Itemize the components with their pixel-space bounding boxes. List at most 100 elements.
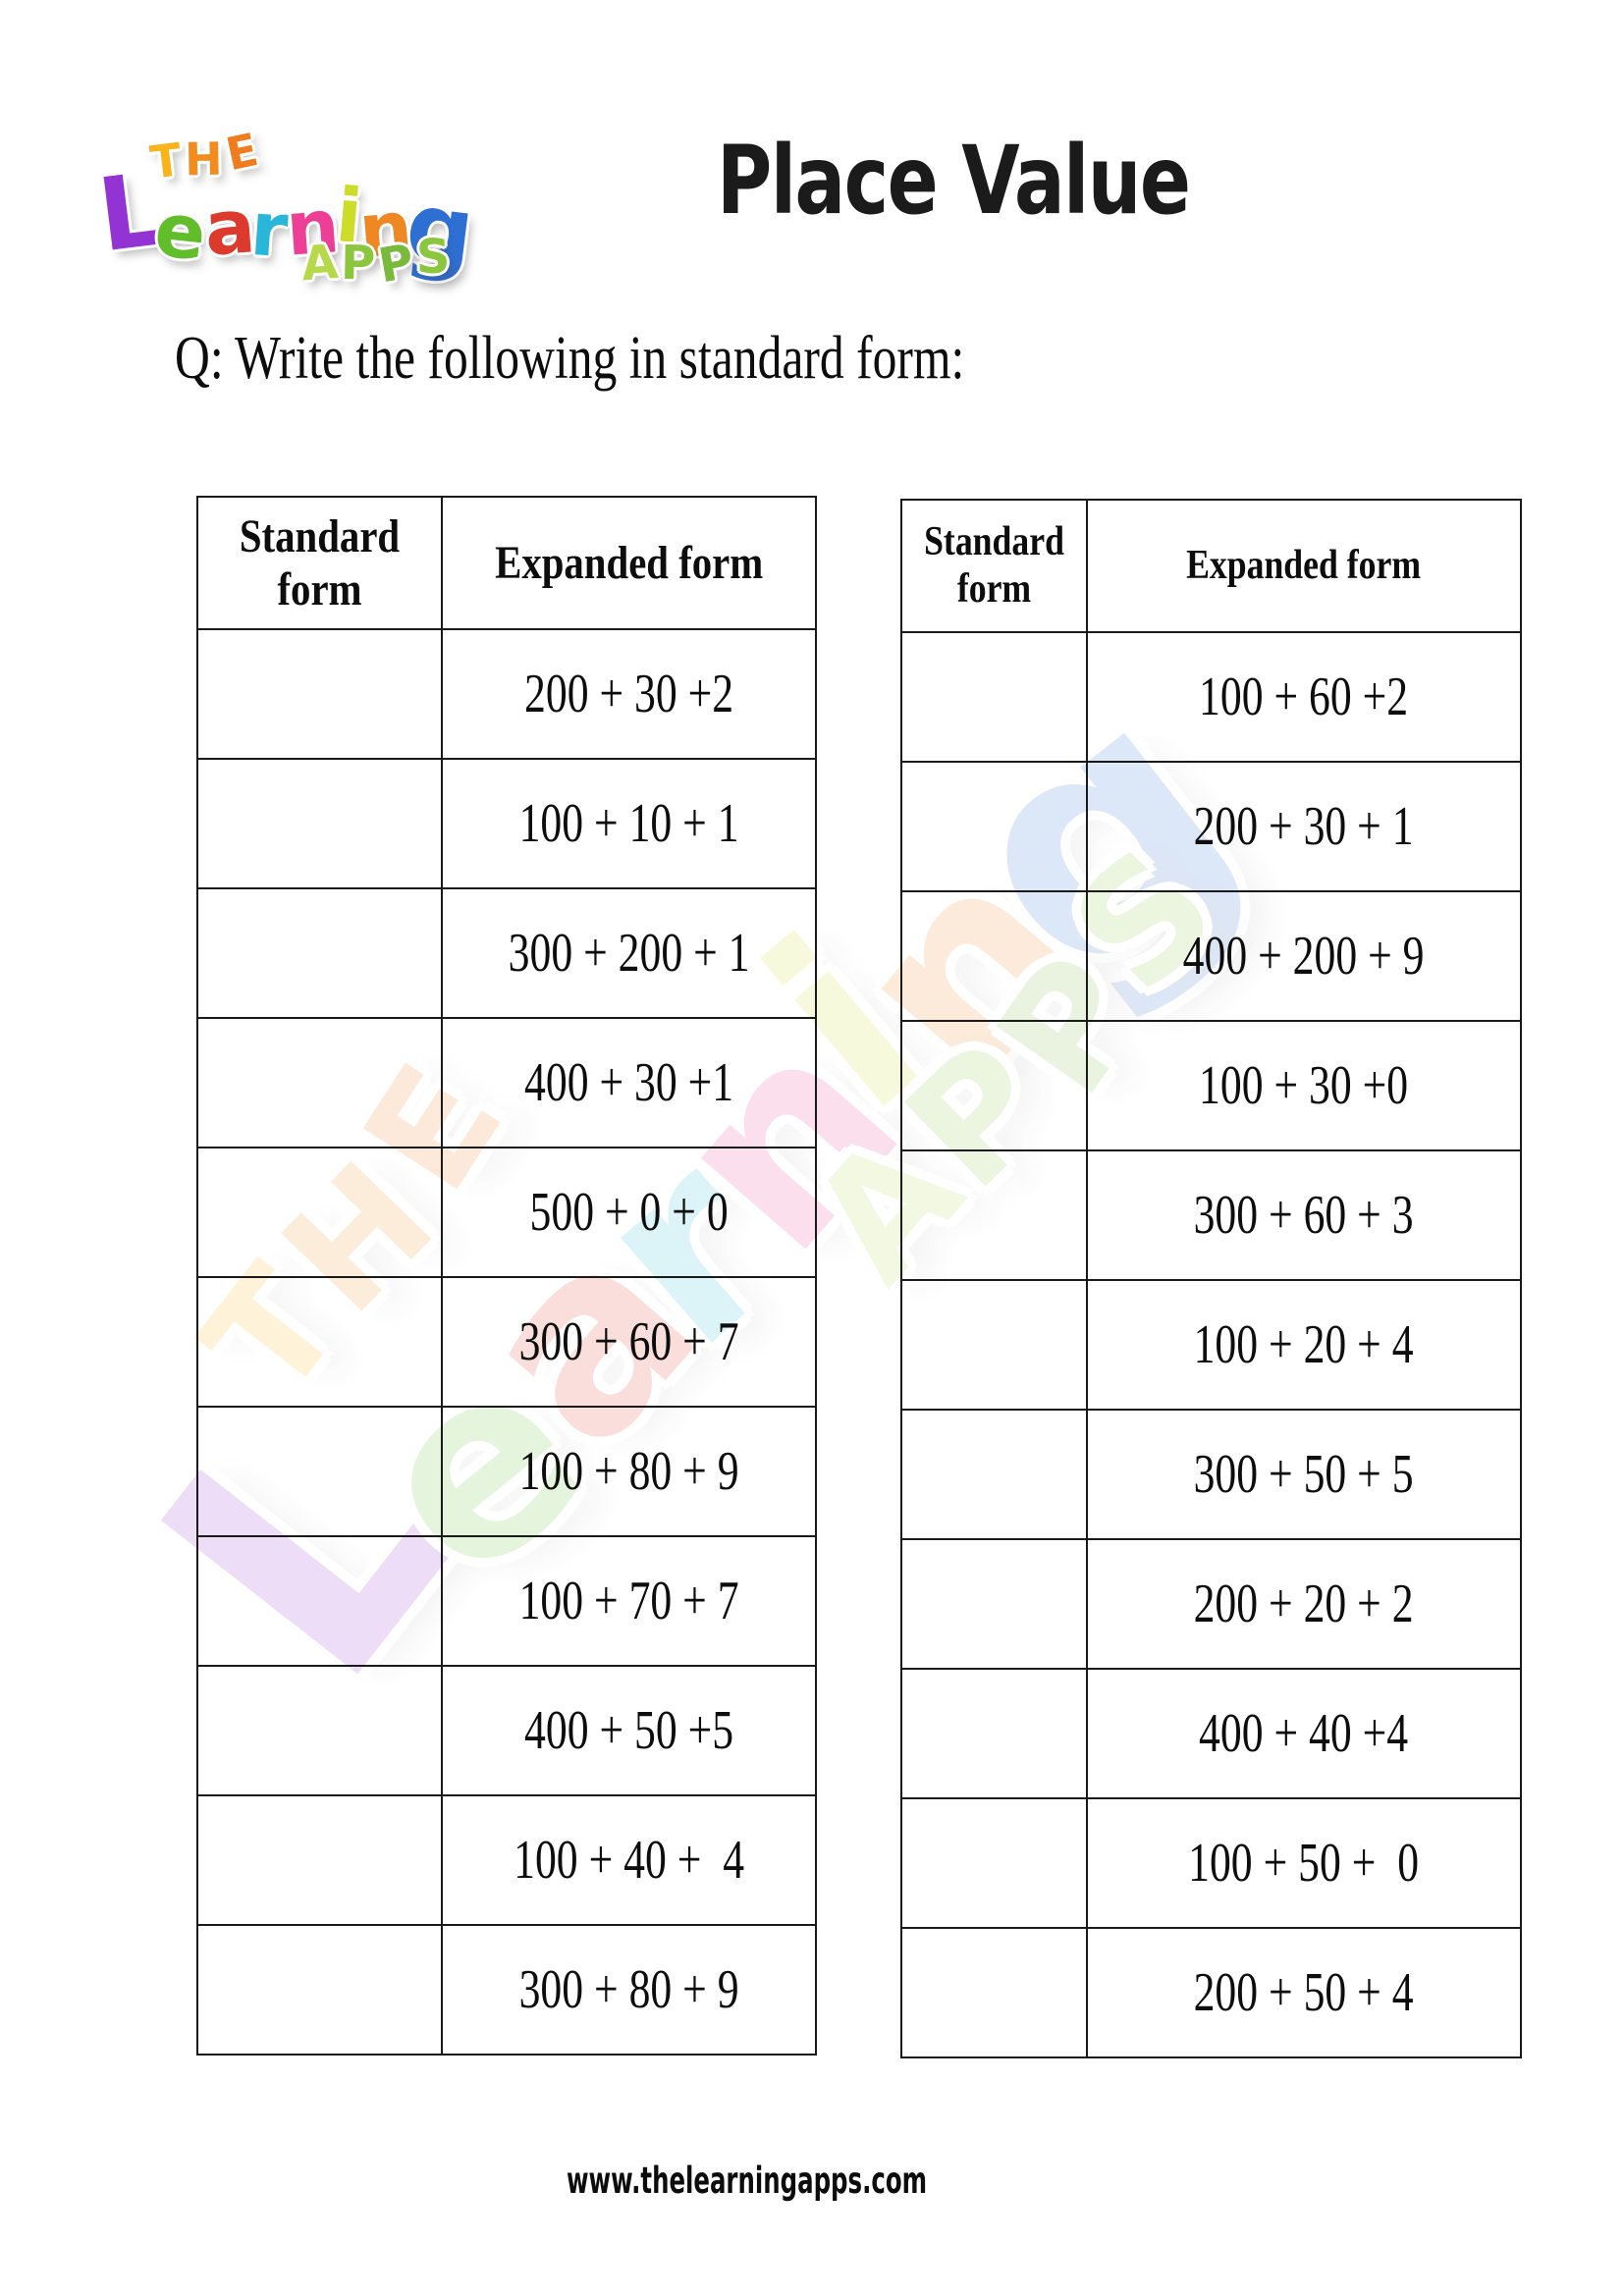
standard-form-answer-cell — [900, 1668, 1088, 1799]
table-row: 100 + 70 + 7 — [196, 1535, 817, 1667]
page-title: Place Value — [717, 126, 1191, 236]
standard-form-answer-cell — [196, 1665, 443, 1796]
expanded-form-cell: 400 + 200 + 9 — [1086, 890, 1522, 1022]
standard-form-answer-cell — [900, 1927, 1088, 2058]
table-row: 100 + 30 +0 — [900, 1020, 1522, 1151]
expanded-form-value: 100 + 20 + 4 — [1193, 1314, 1414, 1375]
standard-form-answer-cell — [196, 1535, 443, 1667]
expanded-form-cell: 300 + 60 + 3 — [1086, 1149, 1522, 1281]
expanded-form-value: 400 + 30 +1 — [523, 1052, 734, 1113]
expanded-form-value: 200 + 30 + 1 — [1193, 796, 1414, 857]
standard-form-answer-cell — [900, 761, 1088, 892]
standard-form-answer-cell — [196, 887, 443, 1019]
expanded-form-cell: 300 + 50 + 5 — [1086, 1409, 1522, 1540]
question-text: Q: Write the following in standard form: — [175, 325, 965, 392]
expanded-form-cell: 300 + 200 + 1 — [441, 887, 817, 1019]
expanded-form-cell: 100 + 40 + 4 — [441, 1794, 817, 1926]
table-row: 200 + 30 +2 — [196, 628, 817, 760]
expanded-form-value: 300 + 50 + 5 — [1193, 1444, 1414, 1505]
expanded-form-value: 100 + 30 +0 — [1199, 1055, 1409, 1116]
standard-form-answer-cell — [900, 1538, 1088, 1670]
expanded-form-value: 200 + 50 + 4 — [1193, 1962, 1414, 2023]
column-header-standard-form: Standard form — [900, 499, 1088, 633]
header-row: Standard form Expanded form — [900, 499, 1522, 633]
standard-form-answer-cell — [900, 1279, 1088, 1411]
expanded-form-cell: 300 + 60 + 7 — [441, 1276, 817, 1408]
table-row: 400 + 200 + 9 — [900, 890, 1522, 1022]
expanded-form-value: 100 + 60 +2 — [1199, 667, 1409, 727]
header-row: Standard form Expanded form — [196, 496, 817, 630]
expanded-form-cell: 100 + 60 +2 — [1086, 631, 1522, 763]
standard-form-answer-cell — [196, 1794, 443, 1926]
standard-form-answer-cell — [196, 628, 443, 760]
expanded-form-cell: 200 + 20 + 2 — [1086, 1538, 1522, 1670]
expanded-form-cell: 100 + 30 +0 — [1086, 1020, 1522, 1151]
expanded-form-value: 100 + 80 + 9 — [518, 1441, 739, 1502]
expanded-form-value: 400 + 50 +5 — [523, 1700, 734, 1761]
expanded-form-cell: 400 + 40 +4 — [1086, 1668, 1522, 1799]
expanded-form-cell: 100 + 50 + 0 — [1086, 1797, 1522, 1929]
standard-form-answer-cell — [900, 1797, 1088, 1929]
expanded-form-cell: 200 + 30 + 1 — [1086, 761, 1522, 892]
expanded-form-cell: 200 + 30 +2 — [441, 628, 817, 760]
table-row: 200 + 30 + 1 — [900, 761, 1522, 892]
column-header-expanded-form: Expanded form — [441, 496, 817, 630]
table-row: 100 + 10 + 1 — [196, 758, 817, 889]
expanded-form-cell: 100 + 10 + 1 — [441, 758, 817, 889]
expanded-form-value: 400 + 40 +4 — [1199, 1703, 1409, 1764]
standard-form-answer-cell — [196, 1147, 443, 1278]
expanded-form-value: 100 + 70 + 7 — [518, 1571, 739, 1631]
table-row: 400 + 50 +5 — [196, 1665, 817, 1796]
table-row: 300 + 200 + 1 — [196, 887, 817, 1019]
standard-form-answer-cell — [900, 1149, 1088, 1281]
expanded-form-cell: 100 + 20 + 4 — [1086, 1279, 1522, 1411]
standard-form-answer-cell — [900, 1409, 1088, 1540]
standard-form-answer-cell — [196, 1276, 443, 1408]
column-header-standard-form: Standard form — [196, 496, 443, 630]
expanded-form-value: 400 + 200 + 9 — [1183, 926, 1425, 987]
table-row: 100 + 80 + 9 — [196, 1406, 817, 1537]
table-row: 100 + 20 + 4 — [900, 1279, 1522, 1411]
table-row: 200 + 20 + 2 — [900, 1538, 1522, 1670]
table-row: 200 + 50 + 4 — [900, 1927, 1522, 2058]
table-row: 100 + 50 + 0 — [900, 1797, 1522, 1929]
table-row: 300 + 60 + 3 — [900, 1149, 1522, 1281]
expanded-form-cell: 200 + 50 + 4 — [1086, 1927, 1522, 2058]
expanded-form-value: 300 + 60 + 3 — [1193, 1185, 1414, 1246]
table-row: 100 + 60 +2 — [900, 631, 1522, 763]
column-header-expanded-form: Expanded form — [1086, 499, 1522, 633]
expanded-form-value: 500 + 0 + 0 — [529, 1182, 729, 1243]
expanded-form-value: 100 + 40 + 4 — [514, 1830, 744, 1891]
expanded-form-cell: 100 + 70 + 7 — [441, 1535, 817, 1667]
table-row: 400 + 40 +4 — [900, 1668, 1522, 1799]
expanded-form-value: 200 + 20 + 2 — [1193, 1574, 1414, 1634]
standard-form-answer-cell — [196, 1017, 443, 1148]
table-row: 300 + 50 + 5 — [900, 1409, 1522, 1540]
expanded-form-cell: 100 + 80 + 9 — [441, 1406, 817, 1537]
table-row: 100 + 40 + 4 — [196, 1794, 817, 1926]
expanded-form-value: 100 + 10 + 1 — [518, 793, 739, 854]
worksheet-table-right: Standard form Expanded form 100 + 60 +2 … — [900, 499, 1522, 2058]
standard-form-answer-cell — [196, 1406, 443, 1537]
footer-url: www.thelearningapps.com — [567, 2160, 928, 2202]
table-row: 300 + 80 + 9 — [196, 1924, 817, 2056]
table-row: 400 + 30 +1 — [196, 1017, 817, 1148]
standard-form-answer-cell — [900, 1020, 1088, 1151]
expanded-form-cell: 400 + 30 +1 — [441, 1017, 817, 1148]
table-row: 500 + 0 + 0 — [196, 1147, 817, 1278]
standard-form-answer-cell — [900, 631, 1088, 763]
expanded-form-value: 200 + 30 +2 — [523, 664, 734, 724]
expanded-form-value: 100 + 50 + 0 — [1188, 1833, 1420, 1894]
expanded-form-value: 300 + 60 + 7 — [518, 1311, 739, 1372]
standard-form-answer-cell — [196, 1924, 443, 2056]
expanded-form-cell: 500 + 0 + 0 — [441, 1147, 817, 1278]
expanded-form-cell: 400 + 50 +5 — [441, 1665, 817, 1796]
expanded-form-value: 300 + 200 + 1 — [508, 923, 750, 984]
expanded-form-cell: 300 + 80 + 9 — [441, 1924, 817, 2056]
logo-word-apps: APPS — [299, 229, 453, 294]
standard-form-answer-cell — [196, 758, 443, 889]
table-row: 300 + 60 + 7 — [196, 1276, 817, 1408]
standard-form-answer-cell — [900, 890, 1088, 1022]
worksheet-table-left: Standard form Expanded form 200 + 30 +2 … — [196, 496, 817, 2056]
